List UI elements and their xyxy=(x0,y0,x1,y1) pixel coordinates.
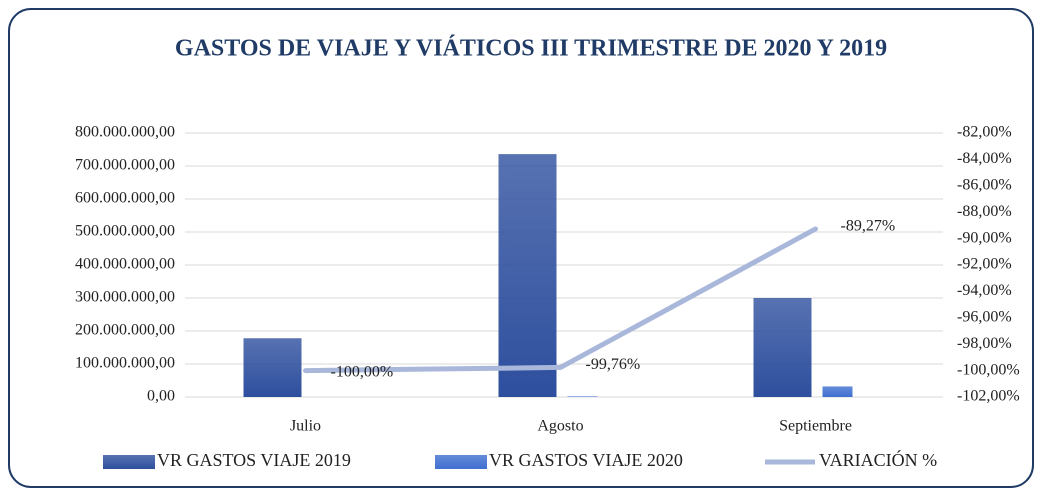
bar xyxy=(498,154,557,397)
legend-label: VARIACIÓN % xyxy=(819,449,937,470)
y-tick-label: 500.000.000,00 xyxy=(75,223,175,240)
legend-label: VR GASTOS VIAJE 2020 xyxy=(489,450,683,470)
data-label: -99,76% xyxy=(586,356,641,373)
y2-tick-label: -100,00% xyxy=(957,361,1020,378)
y2-tick-label: -82,00% xyxy=(957,124,1012,141)
y2-tick-label: -94,00% xyxy=(957,282,1012,299)
legend-swatch xyxy=(103,455,155,469)
x-tick-label: Agosto xyxy=(537,418,583,435)
y2-tick-label: -84,00% xyxy=(957,150,1012,167)
y-tick-label: 0,00 xyxy=(147,388,175,405)
y2-tick-label: -102,00% xyxy=(957,388,1020,405)
y-tick-label: 800.000.000,00 xyxy=(75,124,175,141)
y2-tick-label: -96,00% xyxy=(957,308,1012,325)
bar xyxy=(243,338,302,397)
chart-title: GASTOS DE VIAJE Y VIÁTICOS III TRIMESTRE… xyxy=(175,36,887,62)
data-label: -89,27% xyxy=(841,218,896,235)
legend-label: VR GASTOS VIAJE 2019 xyxy=(157,450,351,470)
y-tick-label: 200.000.000,00 xyxy=(75,322,175,339)
y2-tick-label: -88,00% xyxy=(957,203,1012,220)
line xyxy=(303,226,818,374)
x-tick-label: Julio xyxy=(290,418,321,435)
y-tick-label: 300.000.000,00 xyxy=(75,289,175,306)
y-tick-label: 400.000.000,00 xyxy=(75,256,175,273)
y2-tick-label: -86,00% xyxy=(957,176,1012,193)
bar xyxy=(822,386,853,397)
y-tick-label: 600.000.000,00 xyxy=(75,190,175,207)
y2-tick-label: -98,00% xyxy=(957,335,1012,352)
y-tick-label: 100.000.000,00 xyxy=(75,355,175,372)
y2-tick-label: -92,00% xyxy=(957,256,1012,273)
legend-swatch xyxy=(435,455,487,469)
y2-tick-label: -90,00% xyxy=(957,229,1012,246)
y-tick-label: 700.000.000,00 xyxy=(75,157,175,174)
bar xyxy=(567,396,598,397)
bar xyxy=(753,298,812,397)
data-label: -100,00% xyxy=(331,363,394,380)
x-tick-label: Septiembre xyxy=(779,418,852,435)
